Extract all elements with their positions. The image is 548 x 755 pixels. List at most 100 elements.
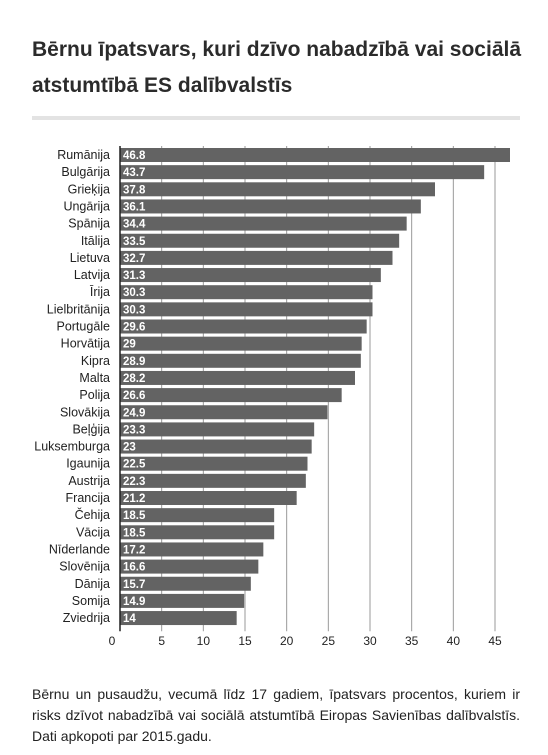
category-label: Čehija [75,507,110,522]
category-label: Somija [72,594,110,608]
bar-value-label: 29 [123,339,136,351]
chart-title: Bērnu īpatsvars, kuri dzīvo nabadzībā va… [32,38,522,97]
x-axis-ticks: 0 5 10 15 20 25 30 35 40 45 [109,634,502,648]
bar-chart-svg: 46.8 43.7 37.8 36.1 34.4 33.5 32.7 31.3 30.3 30.3… [34,146,510,648]
bar [120,593,245,608]
bars: 46.8 43.7 37.8 36.1 34.4 33.5 32.7 31.3 30.3 30.3… [120,148,510,626]
bar [120,611,237,626]
bar-value-label: 31.3 [123,270,145,282]
bar-value-label: 24.9 [123,407,145,419]
chart-caption: Bērnu un pusaudžu, vecumā līdz 17 gadiem… [32,686,520,744]
bar [120,216,407,231]
bar-value-label: 46.8 [123,150,146,162]
bar-value-label: 30.3 [123,287,145,299]
category-label: Latvija [74,268,110,282]
bar [120,525,275,540]
category-label: Kipra [81,354,110,368]
bar [120,268,381,283]
bar [120,182,435,197]
category-label: Īrija [90,285,110,299]
category-label: Portugāle [56,320,110,334]
category-label: Lietuva [70,251,110,265]
x-tick-label: 20 [280,634,294,648]
category-labels: Rumānija Bulgārija Grieķija Ungārija Spānija… [34,148,110,625]
bar [120,285,373,300]
bar-value-label: 33.5 [123,236,146,248]
category-label: Nīderlande [49,542,110,556]
bar [120,542,264,557]
title-divider [32,116,520,120]
bar [120,388,342,403]
category-label: Horvātija [61,337,110,351]
category-label: Slovēnija [59,560,110,574]
bar [120,559,259,574]
category-label: Slovākija [60,405,110,419]
bar-value-label: 14 [123,613,136,625]
bar-value-label: 15.7 [123,579,145,591]
bar [120,576,251,591]
bar [120,199,421,214]
category-label: Malta [79,371,110,385]
bar [120,319,367,334]
category-label: Austrija [68,474,110,488]
bar [120,233,400,248]
category-label: Beļģija [72,422,110,436]
category-label: Bulgārija [61,165,110,179]
category-label: Francija [66,491,111,505]
category-label: Vācija [76,525,110,539]
bar [120,491,297,505]
bar [120,302,373,317]
bar [120,439,312,454]
bar-value-label: 14.9 [123,596,145,608]
bar [120,165,485,180]
bar-value-label: 16.6 [123,562,145,574]
category-label: Spānija [68,217,110,231]
bar-value-label: 37.8 [123,184,146,196]
bar-chart: 46.8 43.7 37.8 36.1 34.4 33.5 32.7 31.3 30.3 30.3… [0,140,548,660]
bar-value-label: 43.7 [123,167,145,179]
x-tick-label: 30 [363,634,377,648]
bar [120,148,510,162]
category-label: Zviedrija [63,611,110,625]
bar-value-label: 29.6 [123,322,145,334]
bar-value-label: 26.6 [123,390,145,402]
bar-value-label: 32.7 [123,253,145,265]
bar-value-label: 34.4 [123,219,146,231]
bar [120,370,355,385]
category-label: Polija [79,388,110,402]
x-tick-label: 40 [447,634,461,648]
bar [120,422,315,437]
bar-value-label: 36.1 [123,201,146,213]
category-label: Grieķija [68,182,110,196]
category-label: Luksemburga [34,440,110,454]
bar [120,508,275,523]
bar [120,405,328,420]
bar [120,353,361,368]
bar-value-label: 28.9 [123,356,145,368]
x-tick-label: 15 [238,634,252,648]
x-tick-label: 35 [405,634,419,648]
category-label: Itālija [81,234,110,248]
x-tick-label: 25 [322,634,336,648]
bar [120,456,308,471]
category-label: Rumānija [57,148,110,162]
bar-value-label: 28.2 [123,373,145,385]
category-label: Ungārija [63,199,110,213]
x-tick-label: 0 [109,634,116,648]
x-tick-label: 5 [158,634,165,648]
category-label: Igaunija [66,457,110,471]
category-label: Lielbritānija [47,302,110,316]
bar [120,250,393,265]
bar-value-label: 17.2 [123,544,145,556]
bar [120,336,362,351]
bar-value-label: 21.2 [123,493,145,505]
x-tick-label: 10 [197,634,211,648]
bar-value-label: 23 [123,442,136,454]
bar-value-label: 22.5 [123,459,146,471]
bar-value-label: 18.5 [123,527,146,539]
bar-value-label: 18.5 [123,510,146,522]
bar-value-label: 22.3 [123,476,145,488]
bar-value-label: 30.3 [123,304,145,316]
bar-value-label: 23.3 [123,424,145,436]
category-label: Dānija [75,577,110,591]
